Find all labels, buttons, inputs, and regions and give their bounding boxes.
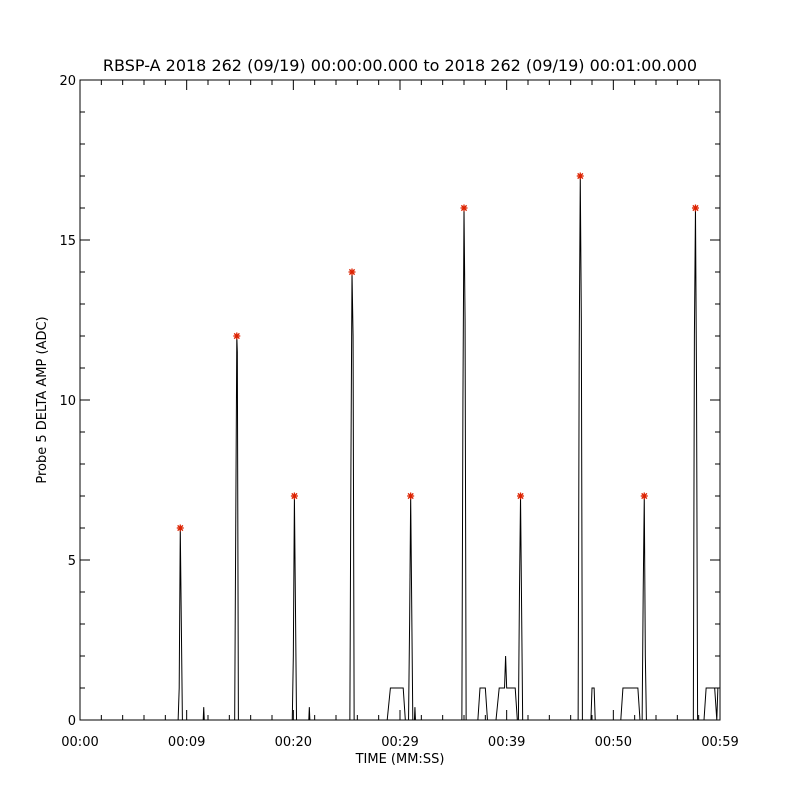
- peak-marker: [460, 204, 468, 212]
- plot-frame: [79, 79, 721, 721]
- y-tick-label: 15: [59, 234, 76, 249]
- peak-marker: [290, 492, 298, 500]
- y-tick-label: 5: [68, 554, 76, 569]
- peak-markers: [176, 172, 699, 532]
- peak-marker: [176, 524, 184, 532]
- y-tick-label: 10: [59, 394, 76, 409]
- peak-marker: [233, 332, 241, 340]
- axis-ticks: [79, 79, 721, 721]
- x-tick-label: 00:20: [275, 735, 312, 750]
- chart-title: RBSP-A 2018 262 (09/19) 00:00:00.000 to …: [103, 56, 697, 75]
- x-tick-label: 00:00: [61, 735, 98, 750]
- series-layer: [80, 175, 720, 721]
- x-tick-label: 00:09: [168, 735, 205, 750]
- peak-marker: [691, 204, 699, 212]
- peak-marker: [348, 268, 356, 276]
- peak-marker: [576, 172, 584, 180]
- y-tick-label: 20: [59, 74, 76, 89]
- x-axis-label: TIME (MM:SS): [355, 752, 445, 767]
- peak-marker: [640, 492, 648, 500]
- series-line: [80, 175, 720, 721]
- y-tick-labels: 0 5 10 15 20: [59, 74, 76, 729]
- x-tick-label: 00:39: [488, 735, 525, 750]
- peak-marker: [517, 492, 525, 500]
- y-tick-label: 0: [68, 714, 76, 729]
- x-tick-label: 00:59: [701, 735, 738, 750]
- peak-marker: [407, 492, 415, 500]
- x-tick-label: 00:50: [595, 735, 632, 750]
- x-tick-labels: 00:00 00:09 00:20 00:29 00:39 00:50 00:59: [61, 735, 738, 750]
- y-axis-label: Probe 5 DELTA AMP (ADC): [35, 316, 50, 483]
- x-tick-label: 00:29: [381, 735, 418, 750]
